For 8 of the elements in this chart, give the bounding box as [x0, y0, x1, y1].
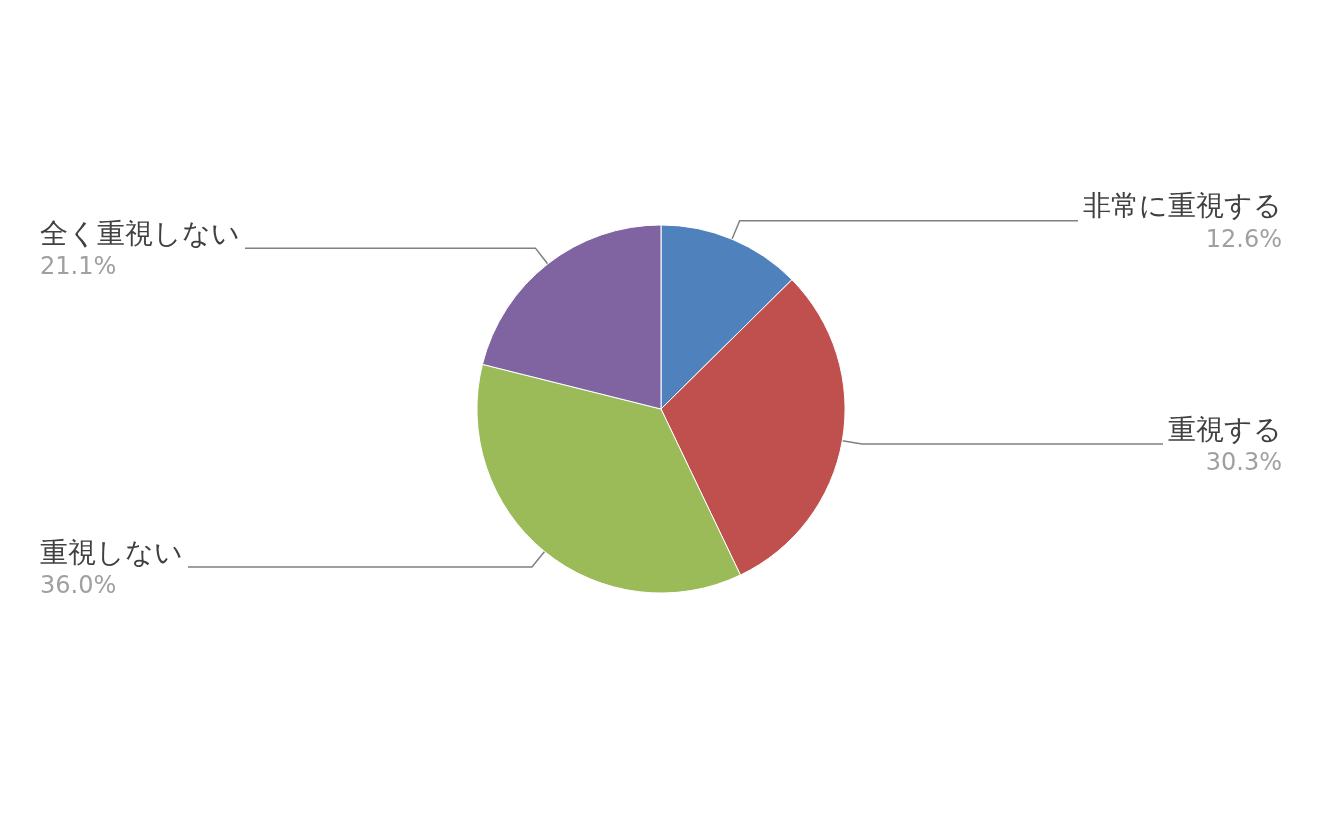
- data-label: 36.0%: [40, 571, 117, 600]
- data-label: 12.6%: [1205, 224, 1282, 253]
- data-label: 30.3%: [1205, 448, 1282, 477]
- data-label: 21.1%: [40, 252, 117, 281]
- slice-label: 非常に重視する: [1083, 189, 1282, 223]
- slice-label: 重視しない: [40, 535, 183, 569]
- slice-label: 全く重視しない: [40, 216, 240, 250]
- slice-label: 重視する: [1168, 412, 1282, 446]
